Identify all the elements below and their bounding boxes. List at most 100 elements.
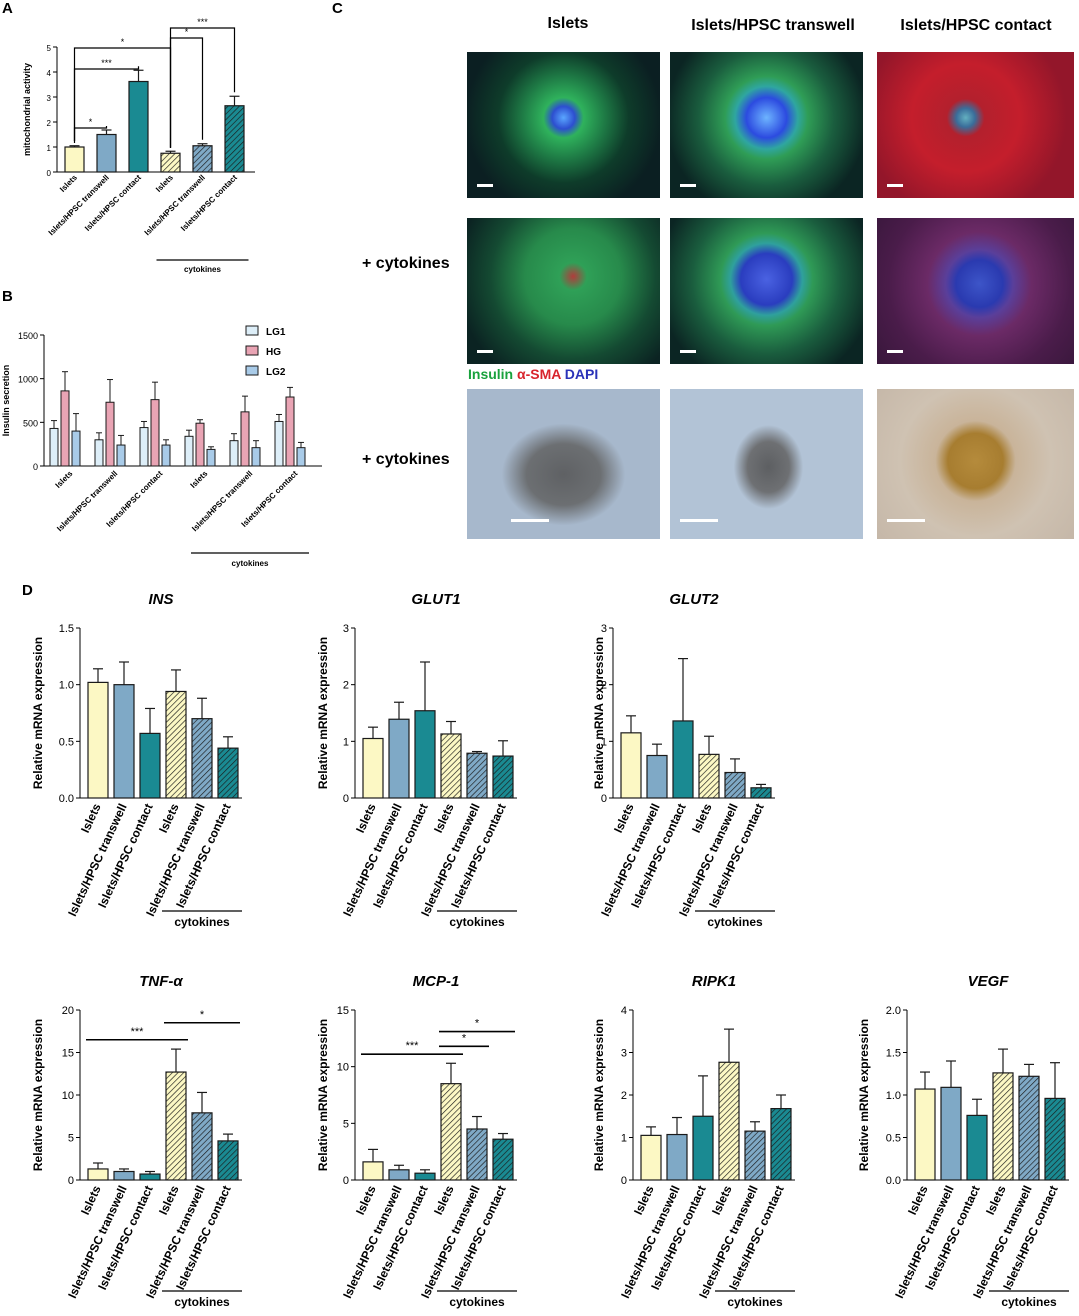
ins-y-tick-label: 0.5 xyxy=(59,736,74,748)
b-y-tick-label: 1000 xyxy=(18,375,38,385)
glut2-title: GLUT2 xyxy=(669,591,719,608)
mcp1-group-label: cytokines xyxy=(449,1295,505,1309)
ripk1-bar xyxy=(640,1134,662,1181)
b-group-label: cytokines xyxy=(232,559,269,568)
a-bar xyxy=(128,80,149,173)
mcp1-bar xyxy=(466,1128,488,1181)
glut2-bar xyxy=(672,720,694,799)
glut2-y-tick-label: 2 xyxy=(601,680,607,692)
scale-bar xyxy=(680,519,718,522)
vegf-y-tick-label: 1.0 xyxy=(886,1090,901,1102)
b-bar xyxy=(150,399,160,467)
glut2-y-tick-label: 0 xyxy=(601,793,607,805)
ins-y-tick-label: 1.0 xyxy=(59,680,74,692)
b-bar xyxy=(195,422,205,467)
b-legend-label: LG2 xyxy=(266,367,286,378)
tnf-bar xyxy=(165,1071,187,1181)
b-bar xyxy=(161,444,171,467)
b-bar xyxy=(206,448,216,467)
ripk1-bar xyxy=(770,1107,792,1181)
micrograph-transwell-cytokines-if xyxy=(670,218,863,364)
mcp1-significance-label: *** xyxy=(406,1040,420,1052)
mcp1-y-tick-label: 10 xyxy=(337,1062,349,1074)
ins-category-label: Islets xyxy=(156,801,182,835)
b-bar xyxy=(94,439,104,467)
b-bar xyxy=(229,440,239,467)
micrograph-islets-cytokines-if xyxy=(467,218,660,364)
a-significance-label: * xyxy=(121,37,125,47)
micrograph-islets-brightfield xyxy=(467,389,660,539)
mcp1-significance-label: * xyxy=(462,1032,467,1044)
vegf-category-label: Islets xyxy=(905,1183,931,1217)
tnf-y-tick-label: 15 xyxy=(62,1048,74,1060)
a-significance-label: *** xyxy=(197,17,208,27)
vegf-bar xyxy=(966,1114,988,1181)
stain-insulin: Insulin xyxy=(468,366,514,382)
b-legend-swatch xyxy=(245,365,259,376)
ripk1-category-label: Islets xyxy=(631,1183,657,1217)
vegf-y-tick-label: 1.5 xyxy=(886,1048,901,1060)
glut1-bar xyxy=(492,755,514,799)
panel-d-letter: D xyxy=(22,582,33,599)
ripk1-bar xyxy=(692,1115,714,1181)
mcp1-bar xyxy=(440,1083,462,1181)
vegf-bar xyxy=(992,1072,1014,1181)
glut1-title: GLUT1 xyxy=(411,591,460,608)
a-y-tick-label: 0 xyxy=(47,169,52,178)
b-bar xyxy=(184,435,194,467)
b-bar xyxy=(285,396,295,467)
glut1-category-label: Islets xyxy=(431,801,457,835)
scale-bar xyxy=(887,519,925,522)
b-legend-label: LG1 xyxy=(266,327,286,338)
ripk1-group-label: cytokines xyxy=(727,1295,783,1309)
micrograph-contact-cytokines-if xyxy=(877,218,1074,364)
vegf-bar xyxy=(1018,1075,1040,1181)
b-category-label: Islets xyxy=(189,469,210,490)
vegf-y-tick-label: 0.5 xyxy=(886,1133,901,1145)
mcp1-bar xyxy=(414,1172,436,1181)
b-bar xyxy=(296,447,306,467)
a-bar xyxy=(64,146,85,173)
b-bar xyxy=(49,427,59,467)
panel-c-row-cytokines-if: + cytokines xyxy=(362,255,450,272)
ins-bar xyxy=(87,681,109,799)
a-category-label: Islets/HPSC contact xyxy=(179,173,239,233)
mcp1-title: MCP-1 xyxy=(413,973,460,990)
vegf-y-tick-label: 2.0 xyxy=(886,1005,901,1017)
glut2-bar xyxy=(698,753,720,799)
panel-c-letter: C xyxy=(332,0,343,17)
ripk1-y-tick-label: 2 xyxy=(621,1090,627,1102)
glut2-bar xyxy=(750,787,772,799)
ins-y-tick-label: 1.5 xyxy=(59,623,74,635)
stain-dapi: DAPI xyxy=(564,366,599,382)
glut2-bar xyxy=(620,732,642,799)
vegf-y-tick-label: 0.0 xyxy=(886,1175,901,1187)
tnf-title: TNF-α xyxy=(139,973,183,990)
stain-legend: Insulin α-SMA DAPI xyxy=(468,366,598,382)
b-category-label: Islets xyxy=(54,469,75,490)
ins-title: INS xyxy=(148,591,173,608)
mcp1-significance-label: * xyxy=(475,1018,480,1030)
ins-bar xyxy=(191,718,213,799)
tnf-bar xyxy=(139,1173,161,1181)
scale-bar xyxy=(887,350,903,353)
ripk1-y-tick-label: 1 xyxy=(621,1133,627,1145)
tnf-bar xyxy=(217,1140,239,1181)
b-bar xyxy=(116,444,126,467)
a-y-tick-label: 2 xyxy=(47,119,52,128)
b-y-axis-label: Insulin secretion xyxy=(1,365,11,437)
scale-bar xyxy=(477,184,493,187)
tnf-bar xyxy=(113,1170,135,1181)
panel-b-letter: B xyxy=(2,288,13,305)
ins-bar xyxy=(139,732,161,799)
vegf-category-label: Islets xyxy=(983,1183,1009,1217)
mcp1-y-axis-label: Relative mRNA expression xyxy=(316,1019,330,1171)
mcp1-bar xyxy=(362,1161,384,1181)
panel-c-column-islets: Islets xyxy=(547,15,589,32)
mcp1-y-tick-label: 0 xyxy=(343,1175,349,1187)
a-significance-label: * xyxy=(89,117,93,127)
glut1-bar xyxy=(440,733,462,799)
ripk1-y-tick-label: 4 xyxy=(621,1005,627,1017)
ins-bar xyxy=(113,684,135,799)
